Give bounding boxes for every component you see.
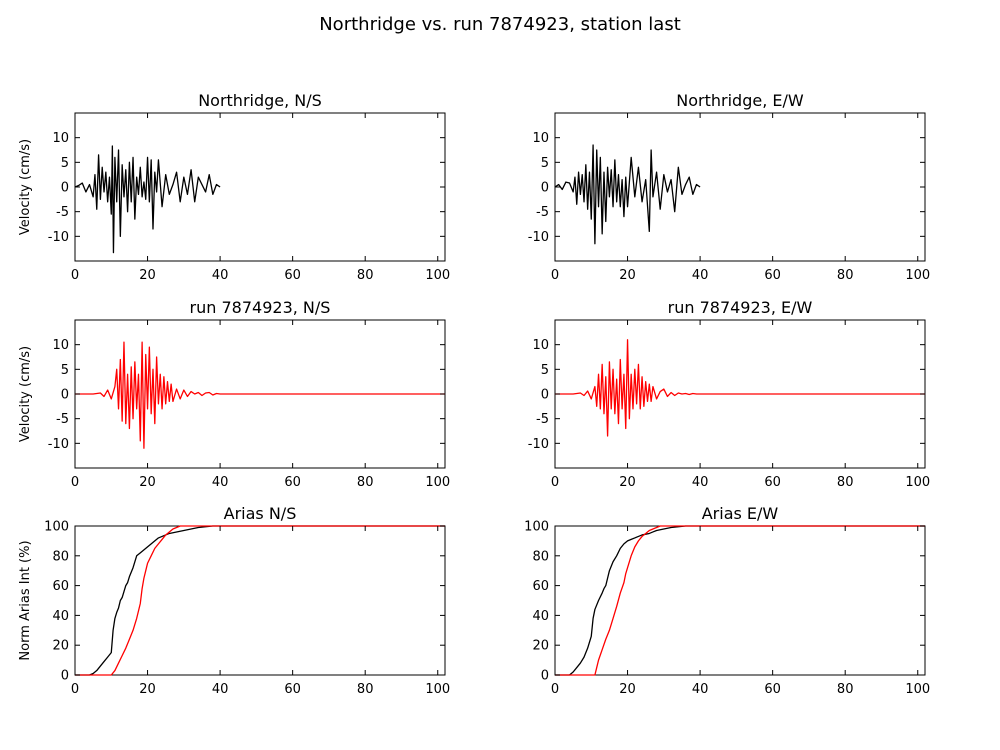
y-axis-label: Velocity (cm/s)	[18, 139, 33, 235]
series-line-2	[75, 525, 445, 676]
subplot-4: 0 20 40 60 80 100 -10 -5 0 5 10 run 7874923, E/W	[528, 298, 930, 490]
x-tick-label: 60	[764, 475, 781, 490]
y-tick-label: 0	[541, 181, 549, 196]
series-line-1	[554, 144, 701, 245]
y-tick-label: -5	[56, 205, 69, 220]
x-tick-label: 20	[619, 682, 636, 697]
y-tick-label: 5	[61, 156, 69, 171]
y-tick-label: 60	[532, 579, 549, 594]
y-tick-label: 40	[532, 609, 549, 624]
x-tick-label: 60	[284, 475, 301, 490]
y-tick-label: 10	[52, 131, 69, 146]
x-tick-label: 40	[692, 682, 709, 697]
y-tick-label: 40	[52, 609, 69, 624]
y-tick-label: 100	[524, 520, 549, 535]
y-tick-label: -10	[528, 230, 549, 245]
y-tick-label: 10	[52, 338, 69, 353]
plot-area	[74, 525, 446, 676]
x-tick-label: 80	[357, 682, 374, 697]
subplot-title: run 7874923, E/W	[668, 298, 813, 317]
y-tick-label: 20	[52, 639, 69, 654]
series-line-1	[74, 145, 221, 254]
y-tick-label: 10	[532, 338, 549, 353]
y-tick-label: -5	[536, 412, 549, 427]
subplot-2: 0 20 40 60 80 100 -10 -5 0 5 10 Northridge, E/W	[528, 91, 930, 283]
subplot-6: 0 20 40 60 80 100 0 20 40 60 80 100 Arias E/W	[524, 504, 930, 697]
x-tick-label: 40	[212, 268, 229, 283]
x-tick-label: 60	[284, 682, 301, 697]
x-tick-label: 20	[139, 682, 156, 697]
x-tick-label: 0	[71, 682, 79, 697]
y-axis-label: Velocity (cm/s)	[18, 346, 33, 442]
y-tick-label: 0	[541, 669, 549, 684]
x-tick-label: 0	[71, 475, 79, 490]
x-tick-label: 40	[212, 682, 229, 697]
x-tick-label: 80	[357, 268, 374, 283]
x-tick-label: 100	[425, 682, 450, 697]
x-tick-label: 80	[837, 682, 854, 697]
subplot-title: Northridge, N/S	[198, 91, 322, 110]
x-tick-label: 100	[905, 475, 930, 490]
x-tick-label: 40	[692, 268, 709, 283]
y-tick-label: 5	[61, 363, 69, 378]
y-tick-label: 0	[61, 181, 69, 196]
x-tick-label: 60	[764, 682, 781, 697]
plot-area	[554, 525, 926, 676]
subplot-title: Northridge, E/W	[676, 91, 804, 110]
y-tick-label: -10	[528, 437, 549, 452]
y-tick-label: 80	[532, 549, 549, 564]
x-tick-label: 80	[837, 268, 854, 283]
x-tick-label: 100	[905, 268, 930, 283]
x-tick-label: 100	[425, 268, 450, 283]
y-tick-label: 0	[541, 388, 549, 403]
y-tick-label: 10	[532, 131, 549, 146]
x-tick-label: 80	[837, 475, 854, 490]
x-tick-label: 40	[692, 475, 709, 490]
y-tick-label: -10	[48, 437, 69, 452]
series-line-1	[75, 341, 445, 449]
x-tick-label: 20	[619, 475, 636, 490]
y-tick-label: 20	[532, 639, 549, 654]
x-tick-label: 60	[284, 268, 301, 283]
y-tick-label: 0	[61, 388, 69, 403]
x-tick-label: 100	[905, 682, 930, 697]
subplot-5: 0 20 40 60 80 100 0 20 40 60 80 100 Arias N/S Norm Ar…	[18, 504, 450, 697]
x-tick-label: 0	[551, 268, 559, 283]
x-tick-label: 0	[551, 475, 559, 490]
y-tick-label: 5	[541, 363, 549, 378]
y-tick-label: -10	[48, 230, 69, 245]
figure-title: Northridge vs. run 7874923, station last	[319, 14, 681, 35]
y-axis-label: Norm Arias Int (%)	[18, 540, 33, 660]
x-tick-label: 80	[357, 475, 374, 490]
y-tick-label: -5	[56, 412, 69, 427]
subplot-title: Arias N/S	[224, 504, 297, 523]
subplot-1: 0 20 40 60 80 100 -10 -5 0 5 10 Northridge, N/S Velo…	[18, 91, 450, 283]
y-tick-label: 80	[52, 549, 69, 564]
y-tick-label: 60	[52, 579, 69, 594]
y-tick-label: 5	[541, 156, 549, 171]
x-tick-label: 0	[551, 682, 559, 697]
x-tick-label: 20	[139, 268, 156, 283]
x-tick-label: 60	[764, 268, 781, 283]
x-tick-label: 20	[139, 475, 156, 490]
y-tick-label: 0	[61, 669, 69, 684]
y-tick-label: -5	[536, 205, 549, 220]
series-line-1	[555, 339, 925, 437]
subplot-3: 0 20 40 60 80 100 -10 -5 0 5 10 run 7874923, N/S Vel…	[18, 298, 450, 490]
x-tick-label: 20	[619, 268, 636, 283]
y-tick-label: 100	[44, 520, 69, 535]
x-tick-label: 100	[425, 475, 450, 490]
subplot-title: Arias E/W	[702, 504, 779, 523]
x-tick-label: 40	[212, 475, 229, 490]
subplot-title: run 7874923, N/S	[190, 298, 331, 317]
x-tick-label: 0	[71, 268, 79, 283]
